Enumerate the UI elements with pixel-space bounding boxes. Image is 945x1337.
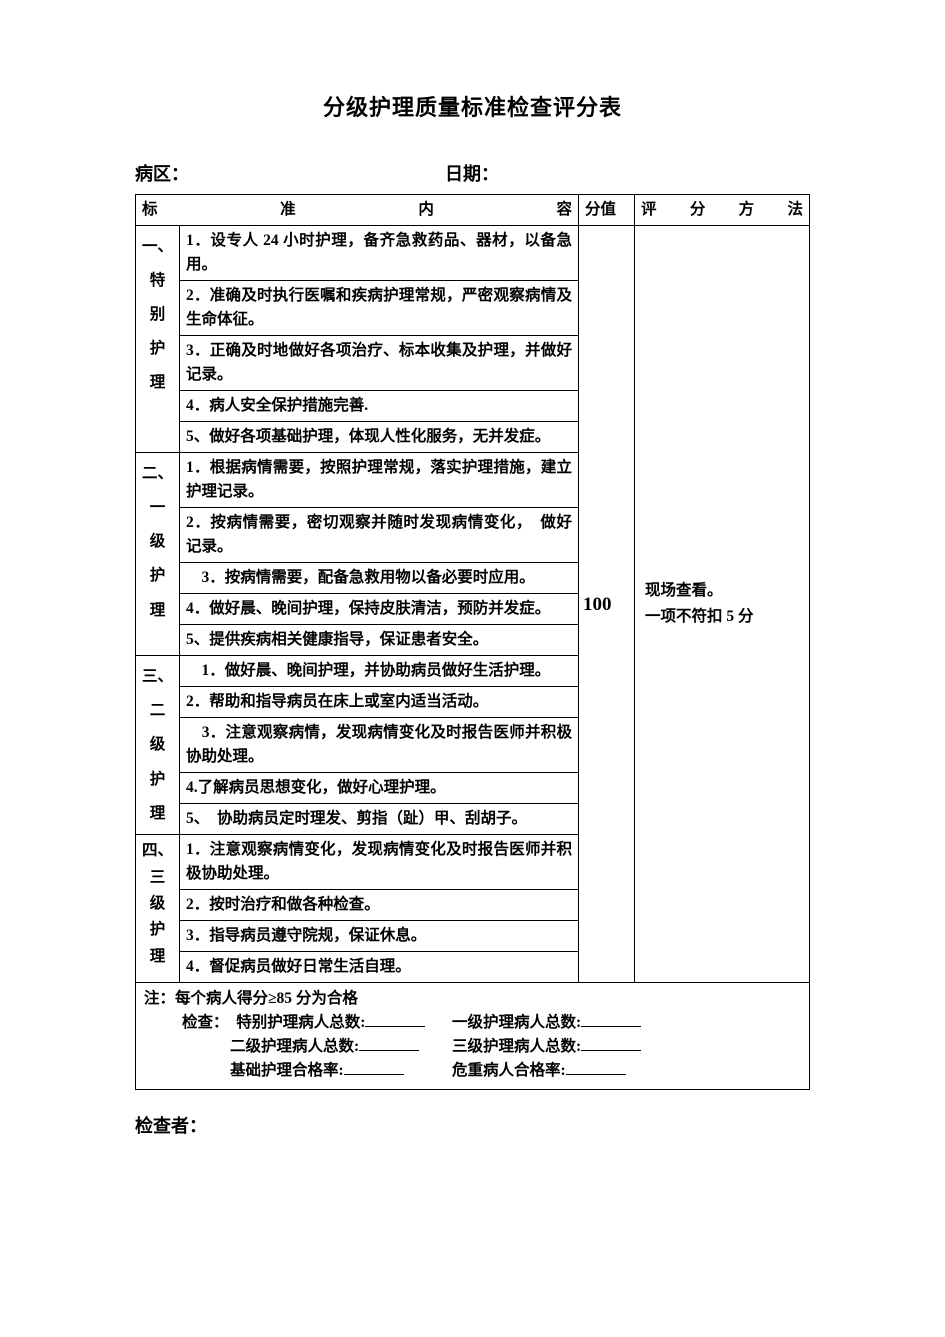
cat-char: 二、 (142, 457, 173, 491)
cat-char: 级 (142, 891, 173, 917)
cat-char: 护 (142, 763, 173, 797)
category-1: 一、 特 别 护 理 (136, 226, 180, 453)
notes-row: 注：每个病人得分≥85 分为合格 检查： 特别护理病人总数: 一级护理病人总数:… (136, 983, 810, 1090)
content-cell: 1．根据病情需要，按照护理常规，落实护理措施，建立护理记录。 (180, 453, 579, 508)
content-cell: 1．注意观察病情变化，发现病情变化及时报告医师并积极协助处理。 (180, 835, 579, 890)
cat-char: 一、 (142, 230, 173, 264)
note-line-1: 检查： 特别护理病人总数: 一级护理病人总数: (182, 1011, 801, 1035)
cat-char: 三 (142, 865, 173, 891)
cat-char: 级 (142, 728, 173, 762)
category-2: 二、 一 级 护 理 (136, 453, 180, 656)
method-line2: 一项不符扣 5 分 (645, 604, 803, 630)
table-header-row: 标 准 内 容 分值 评 分 方 法 (136, 195, 810, 226)
category-4: 四、 三 级 护 理 (136, 835, 180, 983)
header-content: 标 准 内 容 (136, 195, 579, 226)
content-cell: 4.了解病员思想变化，做好心理护理。 (180, 773, 579, 804)
content-cell: 3．正确及时地做好各项治疗、标本收集及护理，并做好记录。 (180, 336, 579, 391)
content-cell: 4．督促病员做好日常生活自理。 (180, 952, 579, 983)
note-field: 危重病人合格率: (452, 1062, 566, 1079)
cat-char: 四、 (142, 838, 173, 864)
cat-char: 理 (142, 366, 173, 400)
cat-char: 一 (142, 491, 173, 525)
method-cell: 现场查看。 一项不符扣 5 分 (635, 226, 810, 983)
table-row: 一、 特 别 护 理 1．设专人 24 小时护理，备齐急救药品、器材，以备急用。… (136, 226, 810, 281)
note-field: 一级护理病人总数: (452, 1014, 581, 1031)
cat-char: 特 (142, 264, 173, 298)
content-cell: 2．帮助和指导病员在床上或室内适当活动。 (180, 687, 579, 718)
content-cell: 5、 协助病员定时理发、剪指（趾）甲、刮胡子。 (180, 804, 579, 835)
score-value: 100 (579, 226, 635, 983)
blank-underline (566, 1061, 626, 1076)
content-cell: 4．做好晨、晚间护理，保持皮肤清洁，预防并发症。 (180, 594, 579, 625)
content-cell: 1．做好晨、晚间护理，并协助病员做好生活护理。 (180, 656, 579, 687)
blank-underline (581, 1013, 641, 1028)
ward-label: 病区： (135, 160, 445, 186)
cat-char: 二 (142, 694, 173, 728)
cat-char: 理 (142, 797, 173, 831)
blank-underline (581, 1037, 641, 1052)
header-score: 分值 (579, 195, 635, 226)
content-cell: 2．按病情需要，密切观察并随时发现病情变化， 做好记录。 (180, 508, 579, 563)
content-cell: 5、提供疾病相关健康指导，保证患者安全。 (180, 625, 579, 656)
date-label: 日期： (445, 160, 499, 186)
notes-cell: 注：每个病人得分≥85 分为合格 检查： 特别护理病人总数: 一级护理病人总数:… (136, 983, 810, 1090)
note-line-3: 基础护理合格率: 危重病人合格率: (230, 1059, 801, 1083)
content-cell: 3．注意观察病情，发现病情变化及时报告医师并积极协助处理。 (180, 718, 579, 773)
note-field: 二级护理病人总数: (230, 1038, 359, 1055)
blank-underline (344, 1061, 404, 1076)
content-cell: 2．准确及时执行医嘱和疾病护理常规，严密观察病情及生命体征。 (180, 281, 579, 336)
content-cell: 2．按时治疗和做各种检查。 (180, 890, 579, 921)
blank-underline (365, 1013, 425, 1028)
content-cell: 3．指导病员遵守院规，保证休息。 (180, 921, 579, 952)
category-3: 三、 二 级 护 理 (136, 656, 180, 835)
note-line-2: 二级护理病人总数: 三级护理病人总数: (230, 1035, 801, 1059)
info-row: 病区： 日期： (135, 160, 810, 186)
note-line-0: 注：每个病人得分≥85 分为合格 (144, 987, 801, 1011)
cat-char: 理 (142, 944, 173, 970)
header-method: 评 分 方 法 (635, 195, 810, 226)
cat-char: 护 (142, 917, 173, 943)
blank-underline (359, 1037, 419, 1052)
content-cell: 1．设专人 24 小时护理，备齐急救药品、器材，以备急用。 (180, 226, 579, 281)
content-cell: 5、做好各项基础护理，体现人性化服务，无并发症。 (180, 422, 579, 453)
content-cell: 4．病人安全保护措施完善. (180, 391, 579, 422)
cat-char: 级 (142, 525, 173, 559)
cat-char: 护 (142, 332, 173, 366)
cat-char: 三、 (142, 660, 173, 694)
method-line1: 现场查看。 (645, 578, 803, 604)
check-prefix: 检查： (182, 1014, 221, 1031)
cat-char: 护 (142, 559, 173, 593)
note-field: 基础护理合格率: (230, 1062, 344, 1079)
page-title: 分级护理质量标准检查评分表 (135, 90, 810, 122)
checker-label: 检查者： (135, 1112, 810, 1138)
content-cell: 3．按病情需要，配备急救用物以备必要时应用。 (180, 563, 579, 594)
cat-char: 理 (142, 594, 173, 628)
note-field: 特别护理病人总数: (236, 1014, 365, 1031)
score-table: 标 准 内 容 分值 评 分 方 法 一、 特 别 护 理 1．设专人 24 小… (135, 194, 810, 1090)
note-field: 三级护理病人总数: (452, 1038, 581, 1055)
cat-char: 别 (142, 298, 173, 332)
